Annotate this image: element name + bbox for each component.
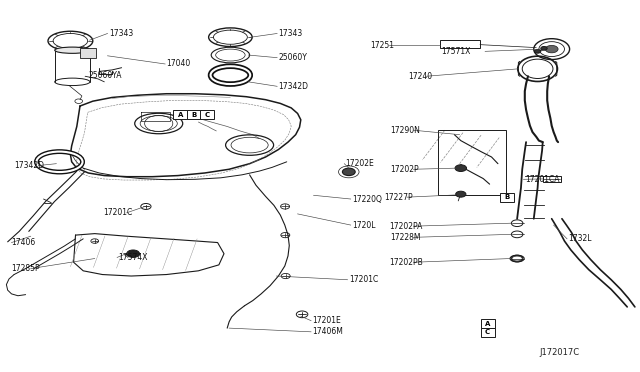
Text: 17571X: 17571X: [442, 47, 471, 56]
Text: 25060Y: 25060Y: [278, 53, 307, 62]
Text: 25060YA: 25060YA: [88, 71, 122, 80]
Bar: [438, 130, 506, 195]
Text: 17343: 17343: [278, 29, 303, 38]
FancyBboxPatch shape: [481, 319, 495, 328]
Circle shape: [455, 165, 467, 171]
Text: 17228M: 17228M: [390, 233, 421, 242]
Bar: [440, 40, 480, 48]
Text: 17290N: 17290N: [390, 126, 420, 135]
Text: 17201CA: 17201CA: [525, 175, 559, 184]
Circle shape: [342, 168, 355, 176]
Circle shape: [127, 250, 140, 257]
Text: B: B: [504, 194, 509, 200]
Text: C: C: [485, 329, 490, 335]
Text: 1732L: 1732L: [568, 234, 592, 243]
FancyBboxPatch shape: [187, 110, 201, 119]
Text: 17201E: 17201E: [312, 316, 341, 325]
Text: J172017C: J172017C: [539, 348, 579, 357]
FancyBboxPatch shape: [200, 110, 214, 119]
FancyBboxPatch shape: [481, 328, 495, 337]
Text: 17240: 17240: [408, 72, 433, 81]
Text: 17406: 17406: [12, 238, 36, 247]
Text: 17574X: 17574X: [118, 253, 148, 262]
Text: 17202PA: 17202PA: [389, 222, 422, 231]
Text: 17342D: 17342D: [14, 161, 44, 170]
Text: 17202P: 17202P: [390, 165, 419, 174]
FancyBboxPatch shape: [500, 193, 514, 202]
Circle shape: [534, 49, 541, 53]
Text: 17202PB: 17202PB: [389, 258, 423, 267]
Text: A: A: [178, 112, 183, 118]
Text: 17342D: 17342D: [278, 82, 308, 91]
Text: 17227P: 17227P: [384, 193, 413, 202]
Circle shape: [545, 45, 558, 53]
Text: 1720L: 1720L: [352, 221, 376, 230]
Circle shape: [541, 46, 547, 50]
Text: 17040: 17040: [166, 60, 191, 68]
Text: C: C: [204, 112, 209, 118]
Text: B: B: [191, 112, 196, 118]
Text: 17251: 17251: [370, 41, 394, 50]
Circle shape: [456, 191, 466, 197]
FancyBboxPatch shape: [173, 110, 188, 119]
Text: 17201C: 17201C: [349, 275, 378, 284]
Text: 17343: 17343: [109, 29, 133, 38]
Text: 17406M: 17406M: [312, 327, 343, 336]
Text: 17202E: 17202E: [346, 159, 374, 168]
Text: A: A: [485, 321, 490, 327]
Ellipse shape: [55, 47, 90, 53]
Text: 17220Q: 17220Q: [352, 195, 382, 203]
Text: 17285P: 17285P: [12, 264, 40, 273]
Bar: [80, 48, 96, 58]
Text: 17201C: 17201C: [104, 208, 133, 217]
Bar: [543, 176, 561, 182]
